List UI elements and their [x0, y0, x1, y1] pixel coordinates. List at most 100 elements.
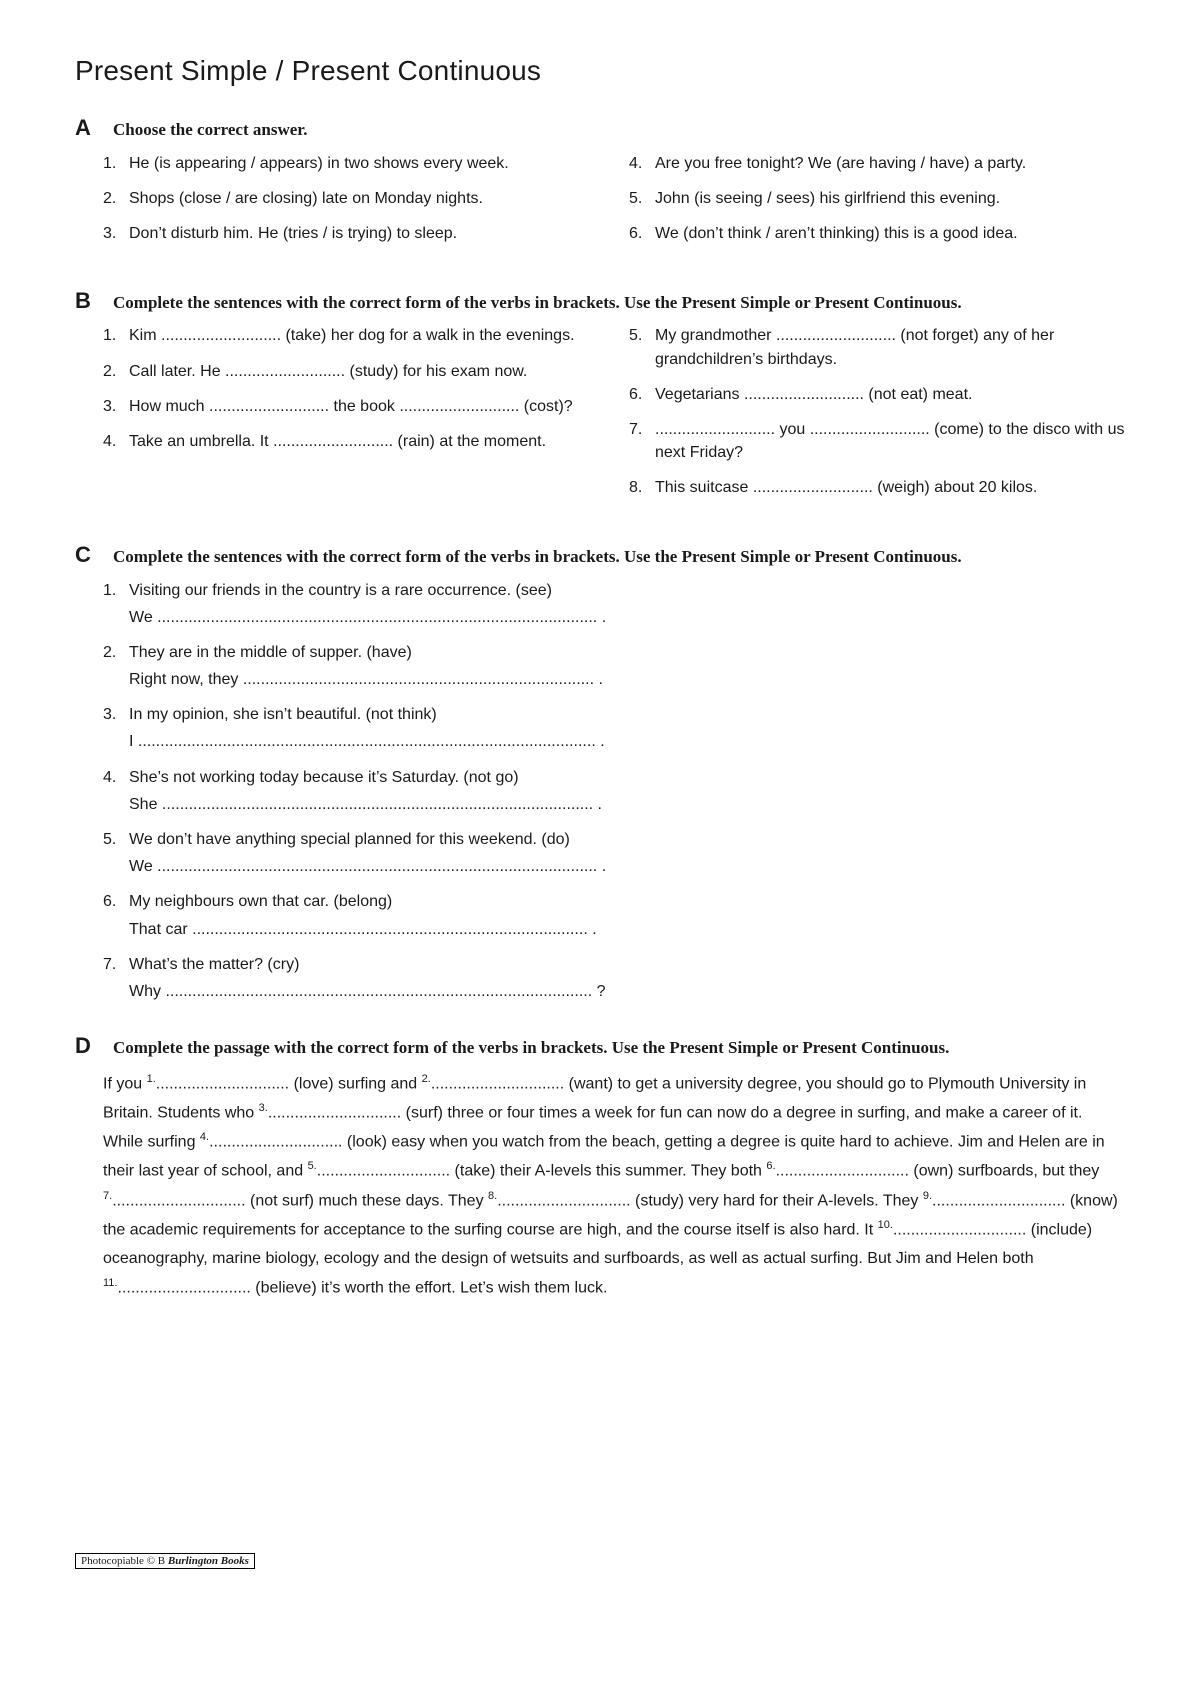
section-c-list: 1.Visiting our friends in the country is… — [75, 579, 1125, 1004]
answer-line: We .....................................… — [129, 606, 1125, 629]
question-number: 2. — [103, 360, 129, 383]
section-d: D Complete the passage with the correct … — [75, 1033, 1125, 1303]
answer-line: She ....................................… — [129, 793, 1125, 816]
question-number: 6. — [629, 383, 655, 406]
question-item: 5.John (is seeing / sees) his girlfriend… — [629, 187, 1125, 210]
question-number: 3. — [103, 222, 129, 245]
question-text: She’s not working today because it’s Sat… — [129, 766, 1125, 816]
question-number: 4. — [103, 430, 129, 453]
question-item: 4.Are you free tonight? We (are having /… — [629, 152, 1125, 175]
question-text: John (is seeing / sees) his girlfriend t… — [655, 187, 1125, 210]
question-item: 3.How much ........................... t… — [103, 395, 599, 418]
question-number: 5. — [629, 324, 655, 370]
question-text: Call later. He .........................… — [129, 360, 599, 383]
question-prompt: My neighbours own that car. (belong) — [129, 893, 392, 910]
question-prompt: She’s not working today because it’s Sat… — [129, 769, 519, 786]
question-prompt: They are in the middle of supper. (have) — [129, 644, 412, 661]
question-text: Take an umbrella. It ...................… — [129, 430, 599, 453]
section-c-letter: C — [75, 542, 103, 568]
section-b-head: B Complete the sentences with the correc… — [75, 288, 1125, 315]
question-item: 6.My neighbours own that car. (belong) Th… — [103, 890, 1125, 940]
question-prompt: Visiting our friends in the country is a… — [129, 582, 552, 599]
section-a-list: 1.He (is appearing / appears) in two sho… — [75, 152, 1125, 258]
question-number: 3. — [103, 703, 129, 753]
section-b-instruction: Complete the sentences with the correct … — [113, 292, 962, 315]
section-c-head: C Complete the sentences with the correc… — [75, 542, 1125, 569]
section-d-head: D Complete the passage with the correct … — [75, 1033, 1125, 1060]
section-b-letter: B — [75, 288, 103, 314]
footer-publisher: Burlington Books — [168, 1555, 249, 1567]
question-number: 6. — [103, 890, 129, 940]
section-b-col-left: 1.Kim ........................... (take)… — [103, 324, 599, 511]
question-text: How much ........................... the… — [129, 395, 599, 418]
question-item: 1.Kim ........................... (take)… — [103, 324, 599, 347]
answer-line: We .....................................… — [129, 855, 1125, 878]
section-b-list: 1.Kim ........................... (take)… — [75, 324, 1125, 511]
section-a-instruction: Choose the correct answer. — [113, 119, 308, 142]
question-item: 8.This suitcase ........................… — [629, 476, 1125, 499]
question-item: 6.Vegetarians ..........................… — [629, 383, 1125, 406]
question-prompt: In my opinion, she isn’t beautiful. (not… — [129, 706, 437, 723]
question-item: 1.He (is appearing / appears) in two sho… — [103, 152, 599, 175]
question-text: My neighbours own that car. (belong) That… — [129, 890, 1125, 940]
question-item: 2.They are in the middle of supper. (hav… — [103, 641, 1125, 691]
answer-line: I ......................................… — [129, 730, 1125, 753]
question-item: 7............................ you ......… — [629, 418, 1125, 464]
question-item: 2.Call later. He .......................… — [103, 360, 599, 383]
question-item: 1.Visiting our friends in the country is… — [103, 579, 1125, 629]
question-number: 2. — [103, 187, 129, 210]
question-number: 1. — [103, 579, 129, 629]
question-item: 5.We don’t have anything special planned… — [103, 828, 1125, 878]
section-d-letter: D — [75, 1033, 103, 1059]
question-item: 3.In my opinion, she isn’t beautiful. (n… — [103, 703, 1125, 753]
page-title: Present Simple / Present Continuous — [75, 55, 1125, 87]
question-number: 7. — [629, 418, 655, 464]
section-b-col-right: 5.My grandmother .......................… — [629, 324, 1125, 511]
question-item: 4.She’s not working today because it’s S… — [103, 766, 1125, 816]
question-prompt: What’s the matter? (cry) — [129, 956, 299, 973]
section-a: A Choose the correct answer. 1.He (is ap… — [75, 115, 1125, 258]
question-item: 5.My grandmother .......................… — [629, 324, 1125, 370]
question-number: 1. — [103, 152, 129, 175]
question-number: 6. — [629, 222, 655, 245]
footer-left: Photocopiable © B — [81, 1555, 165, 1567]
question-item: 4.Take an umbrella. It .................… — [103, 430, 599, 453]
footer-copyright: Photocopiable © B Burlington Books — [75, 1553, 255, 1569]
question-text: They are in the middle of supper. (have)… — [129, 641, 1125, 691]
question-text: Shops (close / are closing) late on Mond… — [129, 187, 599, 210]
question-text: This suitcase ..........................… — [655, 476, 1125, 499]
question-prompt: We don’t have anything special planned f… — [129, 831, 570, 848]
answer-line: That car ...............................… — [129, 918, 1125, 941]
question-number: 2. — [103, 641, 129, 691]
answer-line: Right now, they ........................… — [129, 668, 1125, 691]
question-number: 8. — [629, 476, 655, 499]
question-number: 4. — [629, 152, 655, 175]
answer-line: Why ....................................… — [129, 980, 1125, 1003]
section-d-instruction: Complete the passage with the correct fo… — [113, 1037, 949, 1060]
section-a-col-right: 4.Are you free tonight? We (are having /… — [629, 152, 1125, 258]
question-text: Visiting our friends in the country is a… — [129, 579, 1125, 629]
question-number: 5. — [629, 187, 655, 210]
section-c: C Complete the sentences with the correc… — [75, 542, 1125, 1004]
question-text: We (don’t think / aren’t thinking) this … — [655, 222, 1125, 245]
question-text: Vegetarians ........................... … — [655, 383, 1125, 406]
question-number: 5. — [103, 828, 129, 878]
question-text: Don’t disturb him. He (tries / is trying… — [129, 222, 599, 245]
section-a-col-left: 1.He (is appearing / appears) in two sho… — [103, 152, 599, 258]
question-text: In my opinion, she isn’t beautiful. (not… — [129, 703, 1125, 753]
question-number: 4. — [103, 766, 129, 816]
section-a-letter: A — [75, 115, 103, 141]
question-text: What’s the matter? (cry) Why ............… — [129, 953, 1125, 1003]
section-c-instruction: Complete the sentences with the correct … — [113, 546, 962, 569]
question-text: My grandmother .........................… — [655, 324, 1125, 370]
question-number: 1. — [103, 324, 129, 347]
section-a-head: A Choose the correct answer. — [75, 115, 1125, 142]
question-text: Are you free tonight? We (are having / h… — [655, 152, 1125, 175]
question-text: ........................... you ........… — [655, 418, 1125, 464]
question-text: We don’t have anything special planned f… — [129, 828, 1125, 878]
question-number: 3. — [103, 395, 129, 418]
question-item: 2.Shops (close / are closing) late on Mo… — [103, 187, 599, 210]
question-item: 6.We (don’t think / aren’t thinking) thi… — [629, 222, 1125, 245]
question-item: 3.Don’t disturb him. He (tries / is tryi… — [103, 222, 599, 245]
question-number: 7. — [103, 953, 129, 1003]
